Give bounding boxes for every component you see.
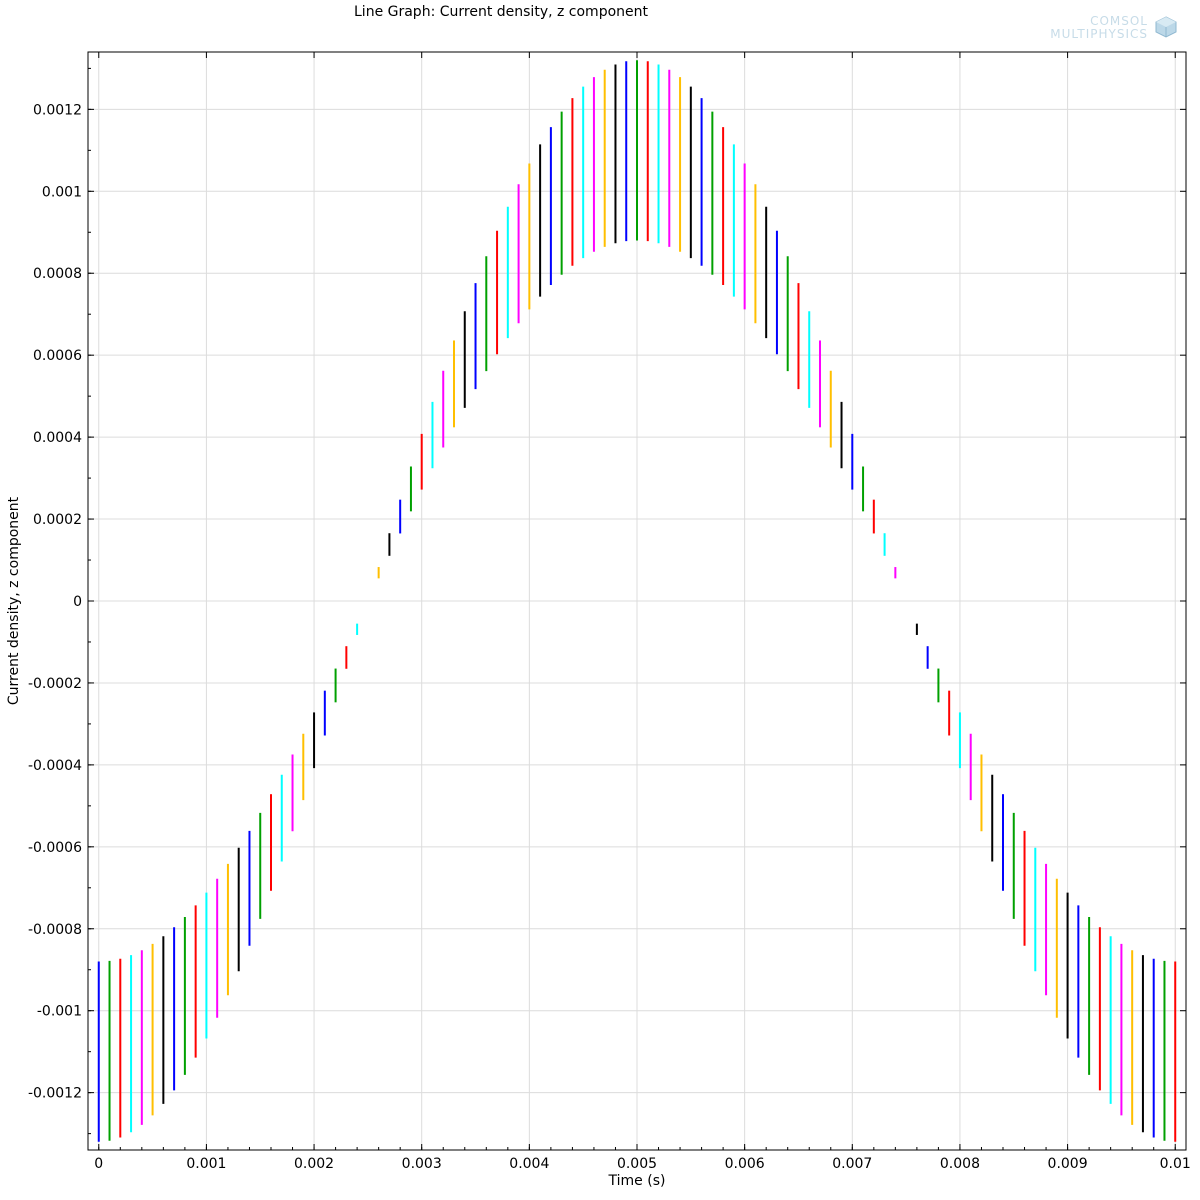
x-tick-label: 0.003 bbox=[402, 1156, 442, 1172]
comsol-logo: COMSOL MULTIPHYSICS bbox=[1034, 12, 1184, 42]
x-tick-label: 0.008 bbox=[940, 1156, 980, 1172]
y-tick-label: 0.0002 bbox=[33, 512, 82, 528]
chart-title: Line Graph: Current density, z component bbox=[354, 4, 648, 20]
x-tick-label: 0.001 bbox=[186, 1156, 226, 1172]
x-tick-label: 0.006 bbox=[725, 1156, 765, 1172]
y-tick-label: -0.0004 bbox=[28, 758, 82, 774]
x-tick-label: 0.004 bbox=[509, 1156, 549, 1172]
x-tick-label: 0.01 bbox=[1160, 1156, 1191, 1172]
y-tick-label: 0.0008 bbox=[33, 266, 82, 282]
comsol-cube-icon bbox=[1155, 16, 1177, 38]
axis-ticks bbox=[88, 52, 1186, 1150]
y-tick-label: -0.0002 bbox=[28, 676, 82, 692]
y-tick-label: 0.0006 bbox=[33, 348, 82, 364]
y-tick-labels: -0.0012 -0.001 -0.0008 -0.0006 -0.0004 -0.000… bbox=[28, 102, 82, 1101]
y-tick-label: 0.001 bbox=[42, 184, 82, 200]
x-tick-label: 0.009 bbox=[1048, 1156, 1088, 1172]
x-tick-label: 0 bbox=[94, 1156, 103, 1172]
y-tick-label: 0.0004 bbox=[33, 430, 82, 446]
x-tick-label: 0.007 bbox=[832, 1156, 872, 1172]
y-tick-label: -0.0008 bbox=[28, 922, 82, 938]
x-tick-labels: 0 0.001 0.002 0.003 0.004 0.005 0.006 0.007 0.00… bbox=[94, 1156, 1191, 1172]
logo-text-comsol: COMSOL bbox=[1090, 14, 1148, 28]
y-tick-label: 0 bbox=[73, 594, 82, 610]
y-tick-label: -0.0006 bbox=[28, 840, 82, 856]
y-tick-label: -0.0012 bbox=[28, 1086, 82, 1102]
x-tick-label: 0.005 bbox=[617, 1156, 657, 1172]
logo-text-multiphysics: MULTIPHYSICS bbox=[1050, 27, 1148, 41]
x-axis-label: Time (s) bbox=[608, 1173, 666, 1189]
x-tick-label: 0.002 bbox=[294, 1156, 334, 1172]
y-axis-label: Current density, z component bbox=[6, 496, 22, 705]
y-tick-label: -0.001 bbox=[37, 1004, 82, 1020]
data-series bbox=[97, 60, 1177, 1142]
y-tick-label: 0.0012 bbox=[33, 102, 82, 118]
